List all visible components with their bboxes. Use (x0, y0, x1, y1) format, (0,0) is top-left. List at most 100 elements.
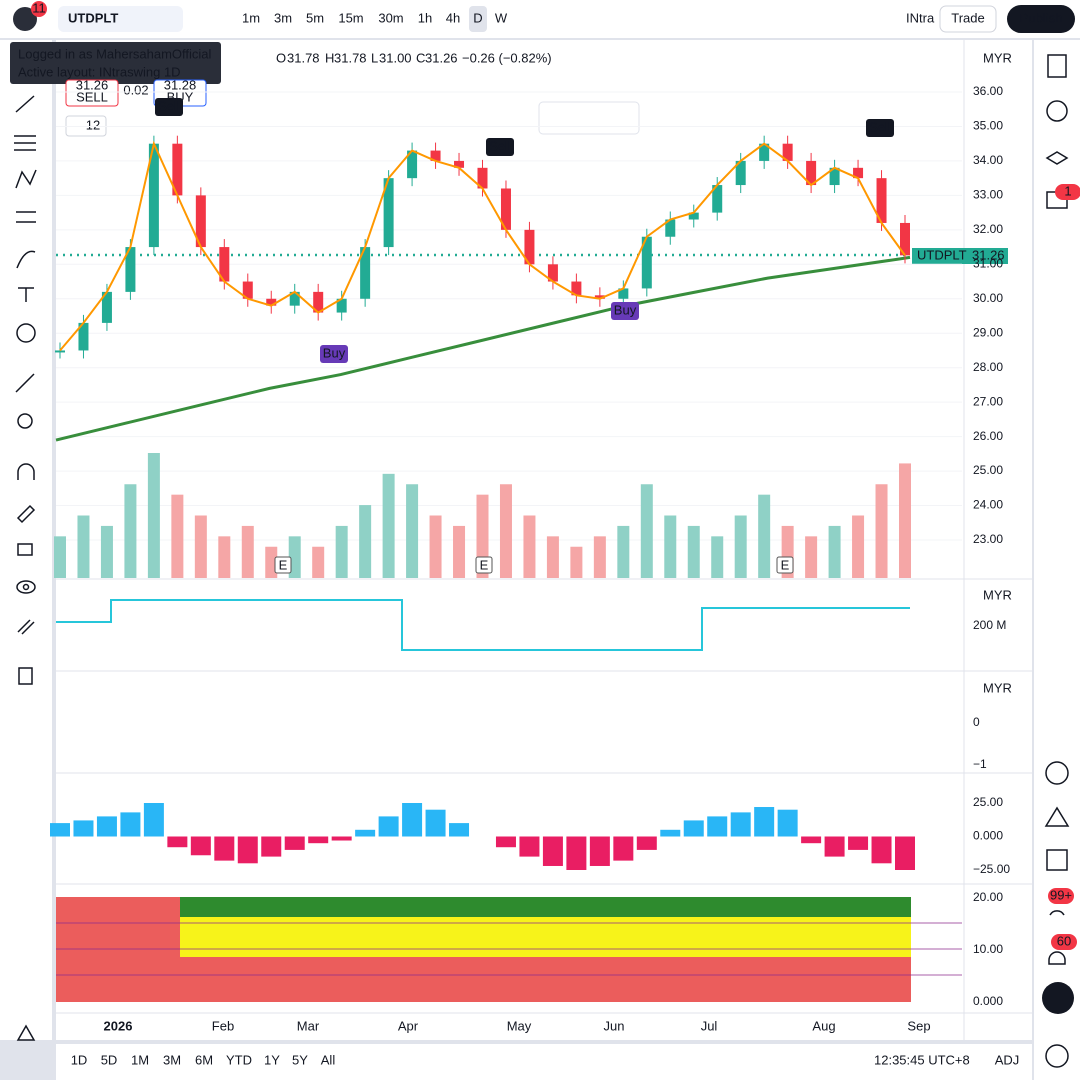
signal-label: Buy (614, 302, 637, 317)
volume-bar (593, 536, 606, 578)
histogram-bar (848, 836, 869, 850)
signal-label: Sell (869, 119, 891, 134)
candle (242, 281, 253, 299)
timeframe[interactable]: 1h (418, 10, 432, 25)
signal-label: Sell (158, 98, 180, 113)
signal-box (320, 345, 348, 363)
timeframe[interactable]: 30m (378, 10, 403, 25)
volume-bar (852, 515, 865, 578)
histogram-bar (355, 829, 376, 837)
legend-low: 31.00 (379, 50, 412, 65)
timeframe[interactable]: W (495, 10, 508, 25)
histogram-bar (73, 820, 94, 837)
range-button[interactable]: 5D (101, 1052, 118, 1067)
timeframe[interactable]: D (473, 10, 482, 25)
histogram-bar (143, 803, 164, 837)
histogram-bar (308, 836, 329, 844)
pane5-axis: 0.000 (973, 994, 1003, 1008)
candle (829, 167, 840, 186)
candle (289, 291, 300, 306)
timeframe[interactable]: 1m (242, 10, 260, 25)
candle (172, 143, 183, 196)
histogram-bar (566, 836, 587, 870)
volume-bar (617, 525, 630, 578)
volume-bar (828, 525, 841, 578)
legend-close: 31.26 (425, 50, 458, 65)
sidebar-icons[interactable] (1044, 54, 1070, 1068)
candle (782, 143, 793, 161)
candle (876, 178, 887, 223)
timeframe[interactable]: 3m (274, 10, 292, 25)
volume-bar (734, 515, 747, 578)
histogram-bar (495, 836, 516, 848)
right-sidebar (1034, 40, 1080, 1080)
earnings-label: E (480, 557, 489, 572)
volume-bar (171, 494, 184, 578)
range-button[interactable]: 1M (131, 1052, 149, 1067)
histogram-bar (284, 836, 305, 850)
pane5-green (180, 897, 911, 917)
sell-box[interactable] (65, 79, 119, 107)
candle (806, 160, 817, 186)
histogram-bar (730, 812, 751, 837)
badge-count: 99+ (1050, 887, 1072, 902)
range-button[interactable]: 6M (195, 1052, 213, 1067)
pane4-axis: 25.00 (973, 795, 1003, 809)
range-button[interactable]: All (321, 1052, 336, 1067)
histogram-bar (707, 816, 728, 837)
price-label: 31.00 (973, 256, 1003, 270)
publish-button[interactable] (1007, 5, 1075, 33)
histogram-bar (449, 823, 470, 837)
sell-label: SELL (76, 89, 108, 104)
volume-bar (805, 536, 818, 578)
price-label: 26.00 (973, 429, 1003, 443)
price-label: 33.00 (973, 188, 1003, 202)
buy-price: 31.28 (164, 77, 197, 92)
candle (524, 229, 535, 265)
trade-label[interactable]: Trade (951, 10, 984, 25)
symbol-box[interactable] (58, 6, 183, 32)
active-timeframe[interactable] (469, 6, 487, 32)
timeframe[interactable]: 5m (306, 10, 324, 25)
drawing-tools[interactable] (14, 95, 37, 1041)
histogram-bar (519, 836, 540, 857)
volume-bar (77, 515, 90, 578)
legend-open-label: O (276, 50, 286, 65)
histogram-bar (895, 836, 915, 870)
range-button[interactable]: 3M (163, 1052, 181, 1067)
publish-label[interactable]: Publish (1020, 10, 1063, 25)
range-button[interactable]: 1Y (264, 1052, 280, 1067)
close-line (59, 140, 906, 352)
volume-bar (453, 525, 466, 578)
legend-high: 31.78 (334, 50, 367, 65)
timeframe[interactable]: 15m (338, 10, 363, 25)
candle (55, 350, 65, 353)
grid-button[interactable] (1042, 982, 1074, 1014)
volume-bar (711, 536, 724, 578)
histogram-bar (261, 836, 282, 857)
range-button[interactable]: 5Y (292, 1052, 308, 1067)
time-label: Aug (812, 1018, 835, 1033)
volume-bar (382, 473, 395, 578)
price-label: 28.00 (973, 360, 1003, 374)
volume-bar (312, 546, 325, 578)
floating-toolbar[interactable] (538, 101, 640, 135)
earnings-marker (776, 556, 794, 574)
candle (900, 222, 910, 256)
volume-bar (194, 515, 207, 578)
range-button[interactable]: YTD (226, 1052, 252, 1067)
avatar[interactable] (13, 7, 37, 31)
candle (266, 298, 277, 306)
adj[interactable]: ADJ (995, 1052, 1020, 1067)
price-label: 27.00 (973, 394, 1003, 408)
signal-box (155, 98, 183, 116)
volume-bar (288, 536, 301, 578)
time-label: Jul (701, 1018, 718, 1033)
range-button[interactable]: 1D (71, 1052, 88, 1067)
histogram-bar (683, 820, 704, 837)
timeframe[interactable]: 4h (446, 10, 460, 25)
legend-low-label: L (371, 50, 378, 65)
pane3-axis: −1 (973, 757, 987, 771)
histogram-bar (190, 836, 211, 856)
trade-button[interactable] (939, 5, 997, 33)
